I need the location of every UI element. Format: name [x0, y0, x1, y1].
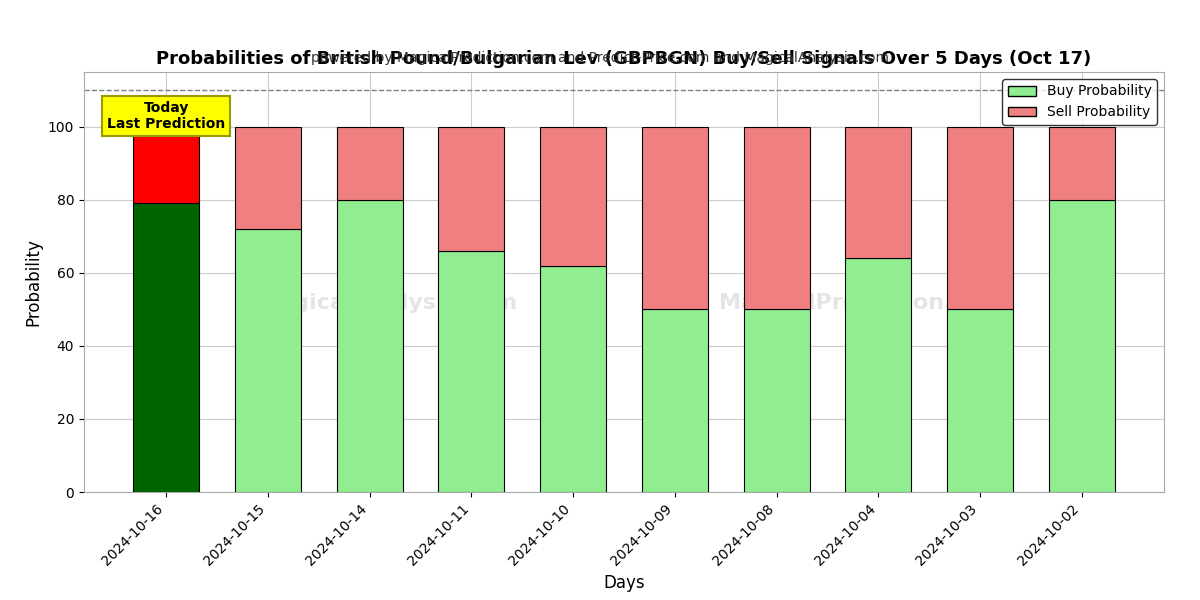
Bar [744, 310, 810, 492]
Bar [642, 310, 708, 492]
Bar [845, 127, 912, 258]
Title: Probabilities of British Pound/Bulgarian Lev (GBPBGN) Buy/Sell Signals Over 5 Da: Probabilities of British Pound/Bulgarian… [156, 50, 1092, 68]
Bar [336, 200, 403, 492]
Bar [235, 229, 301, 492]
Bar [336, 127, 403, 200]
Bar [1049, 200, 1115, 492]
Y-axis label: Probability: Probability [24, 238, 42, 326]
Text: MagicalAnalysis.com: MagicalAnalysis.com [256, 293, 517, 313]
Text: Today
Last Prediction: Today Last Prediction [107, 101, 226, 131]
Bar [744, 127, 810, 310]
Bar [438, 251, 504, 492]
Bar [133, 203, 199, 492]
Legend: Buy Probability, Sell Probability: Buy Probability, Sell Probability [1002, 79, 1157, 125]
Text: powered by MagicalPrediction.com and Predict-Price.com and MagicalAnalysis.com: powered by MagicalPrediction.com and Pre… [311, 51, 889, 65]
Bar [438, 127, 504, 251]
Bar [235, 127, 301, 229]
Bar [845, 258, 912, 492]
Bar [642, 127, 708, 310]
Bar [540, 127, 606, 266]
Bar [1049, 127, 1115, 200]
X-axis label: Days: Days [604, 574, 644, 592]
Bar [133, 127, 199, 203]
Text: MagicalPrediction.com: MagicalPrediction.com [719, 293, 1004, 313]
Bar [540, 266, 606, 492]
Bar [947, 310, 1013, 492]
Bar [947, 127, 1013, 310]
